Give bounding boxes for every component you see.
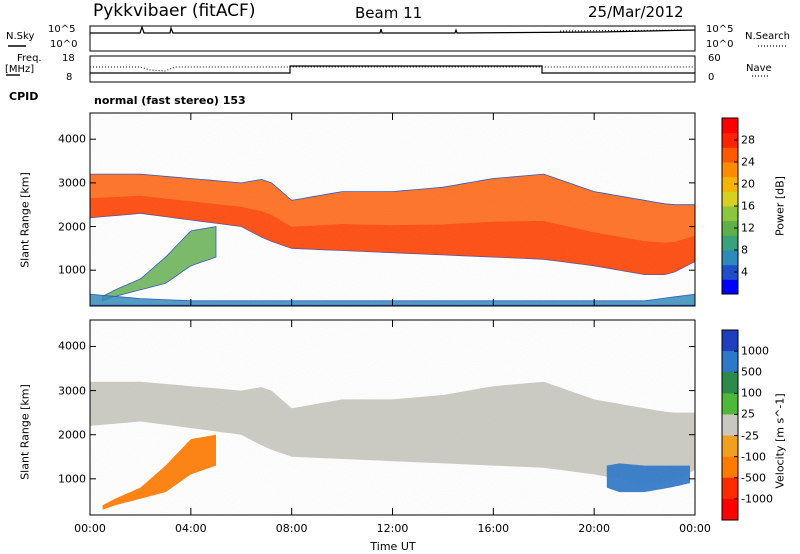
x-tick-label: 00:00 <box>74 522 106 535</box>
y-tick-label: 4000 <box>58 339 86 353</box>
velocity-colorbar <box>721 329 739 521</box>
colorbar-tick-label: 8 <box>741 243 748 257</box>
colorbar-frame <box>721 329 739 521</box>
colorbar-swatch <box>722 393 738 415</box>
colorbar-swatch <box>722 372 738 394</box>
velocity-cbar-label: Velocity [m s^-1] <box>773 393 787 489</box>
nave-tick-top: 60 <box>708 53 721 64</box>
colorbar-swatch <box>722 235 738 251</box>
y-tick-label: 4000 <box>58 132 86 146</box>
nsky-panel-frame <box>89 25 696 52</box>
cpid-label: CPID <box>9 90 39 103</box>
nsky-trace <box>90 25 696 34</box>
freq-tick-top: 18 <box>62 53 75 64</box>
colorbar-swatch <box>722 330 738 352</box>
colorbar-tick-label: -1000 <box>741 492 773 506</box>
x-tick-label: 00:00 <box>679 522 711 535</box>
colorbar-tick-label: -25 <box>741 429 759 443</box>
colorbar-swatch <box>722 279 738 295</box>
colorbar-tick-label: -100 <box>741 450 766 464</box>
cpid-value: normal (fast stereo) 153 <box>94 94 246 107</box>
beam-title: Beam 11 <box>355 4 423 22</box>
y-tick-label: 2000 <box>58 428 86 442</box>
colorbar-tick-label: 24 <box>741 155 755 169</box>
nsearch-tick-bottom: 10^0 <box>706 39 734 50</box>
date-title: 25/Mar/2012 <box>588 3 684 21</box>
colorbar-swatch <box>722 206 738 222</box>
power-colorbar <box>721 117 739 295</box>
colorbar-tick-label: 100 <box>741 386 762 400</box>
scatter-texture <box>90 320 695 515</box>
freq-label: Freq. <box>17 53 42 64</box>
colorbar-swatch <box>722 435 738 458</box>
colorbar-tick-label: 4 <box>741 265 748 279</box>
freq-tick-bottom: 8 <box>66 72 73 83</box>
colorbar-tick-label: -500 <box>741 471 766 485</box>
freq-trace <box>90 65 695 74</box>
x-tick-label: 08:00 <box>275 522 308 535</box>
colorbar-swatch <box>722 220 738 236</box>
colorbar-swatch <box>722 132 738 148</box>
colorbar-tick-label: 12 <box>741 221 755 235</box>
colorbar-swatch <box>722 351 738 373</box>
colorbar-swatch <box>722 118 738 134</box>
y-tick-label: 2000 <box>58 220 86 234</box>
nsky-label: N.Sky <box>6 31 35 42</box>
colorbar-tick-label: 1000 <box>741 344 769 358</box>
nave-tick-bottom: 0 <box>708 72 715 83</box>
nsearch-label: N.Search <box>745 31 791 42</box>
colorbar-swatch <box>722 191 738 207</box>
colorbar-swatch <box>722 264 738 280</box>
nave-label: Nave <box>746 63 772 74</box>
colorbar-tick-label: 16 <box>741 199 755 213</box>
colorbar-tick-label: 28 <box>741 133 755 147</box>
colorbar-tick-label: 25 <box>741 407 755 421</box>
nave-trace <box>90 66 695 72</box>
scatter-texture <box>90 113 695 306</box>
x-tick-label: 04:00 <box>174 522 207 535</box>
colorbar-tick-label: 500 <box>741 365 762 379</box>
colorbar-swatch <box>722 498 738 521</box>
nsky-tick-top: 10^5 <box>48 24 76 35</box>
colorbar-swatch <box>722 162 738 178</box>
y-tick-label: 1000 <box>58 263 86 277</box>
power-plot <box>89 112 696 307</box>
velocity-plot <box>89 319 696 516</box>
nsearch-tick-top: 10^5 <box>706 24 734 35</box>
colorbar-tick-label: 20 <box>741 177 755 191</box>
velocity-ylabel: Slant Range [km] <box>18 384 32 480</box>
colorbar-swatch <box>722 250 738 266</box>
x-tick-label: 20:00 <box>578 522 611 535</box>
y-tick-label: 1000 <box>58 472 86 486</box>
y-tick-label: 3000 <box>58 176 86 190</box>
axes-layer <box>89 113 696 515</box>
station-title: Pykkvibaer (fitACF) <box>93 1 256 21</box>
colorbar-swatch <box>722 176 738 192</box>
power-ylabel: Slant Range [km] <box>18 172 32 268</box>
x-tick-label: 16:00 <box>477 522 510 535</box>
freq-panel-frame <box>89 55 696 83</box>
colorbar-swatch <box>722 414 738 437</box>
y-tick-label: 3000 <box>58 384 86 398</box>
freq-unit: [MHz] <box>5 64 35 75</box>
power-cbar-label: Power [dB] <box>773 176 787 236</box>
colorbar-swatch <box>722 456 738 479</box>
colorbar-swatch <box>722 477 738 500</box>
nsky-tick-bottom: 10^0 <box>50 39 78 50</box>
colorbar-swatch <box>722 147 738 163</box>
x-tick-label: 12:00 <box>376 522 409 535</box>
time-xlabel: Time UT <box>370 540 416 553</box>
